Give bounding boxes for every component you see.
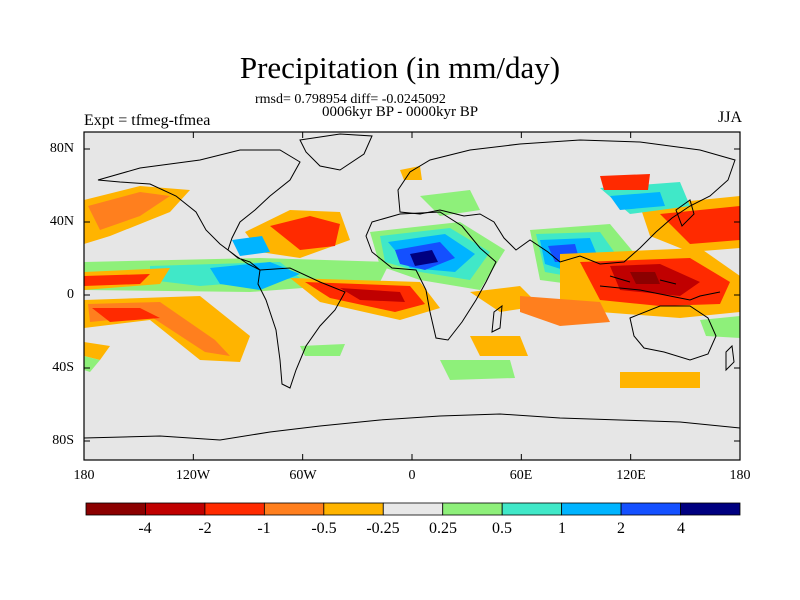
coastline-japan (675, 199, 695, 227)
stats-text: rmsd= 0.798954 diff= -0.0245092 (255, 92, 446, 107)
coastline-north-america (97, 149, 301, 271)
lat-tick-label: 80S (52, 433, 74, 448)
experiment-label: Expt = tfmeg-tfmea (84, 112, 211, 129)
lon-tick-label: 60W (289, 468, 317, 483)
anomaly-region (410, 250, 438, 266)
coastline-new-zealand (725, 344, 735, 372)
coastlines (84, 133, 740, 441)
lon-tick-label: 120E (616, 468, 646, 483)
anomaly-region (610, 192, 665, 210)
colorbar-swatch (442, 502, 503, 516)
lat-tick-label: 40S (52, 360, 74, 375)
colorbar-swatch (85, 502, 146, 516)
lon-tick-label: 0 (408, 468, 416, 483)
colorbar-swatch (204, 502, 265, 516)
colorbar-swatch (263, 502, 325, 516)
colorbar-label: -0.5 (311, 520, 337, 537)
colorbar-label: 4 (677, 520, 685, 537)
anomaly-region (520, 296, 610, 326)
period-text: 0006kyr BP - 0000kyr BP (322, 104, 479, 120)
lon-tick-label: 180 (729, 468, 751, 483)
colorbar-label: 0.25 (429, 520, 457, 537)
colorbar-label: 2 (617, 520, 625, 537)
anomaly-region (630, 272, 660, 284)
anomaly-region (600, 174, 650, 190)
anomaly-region (88, 192, 170, 230)
colorbar-swatch (501, 502, 563, 516)
coastline-greenland (299, 133, 373, 171)
colorbar-label: -4 (138, 520, 152, 537)
lat-tick-label: 40N (49, 214, 74, 229)
anomaly-region (232, 236, 270, 256)
colorbar-swatch (561, 502, 622, 516)
colorbar-label: -1 (257, 520, 271, 537)
lon-tick-label: 60E (509, 468, 533, 483)
coastline-south-america (257, 267, 346, 389)
lon-tick-label: 120W (175, 468, 211, 483)
colorbar-label: -2 (198, 520, 212, 537)
axis-ticks (83, 132, 741, 460)
anomaly-region (470, 336, 528, 356)
anomaly-region (340, 288, 405, 302)
anomaly-region (270, 216, 340, 250)
colorbar-label: 0.5 (492, 520, 512, 537)
coastline-eurasia (397, 139, 736, 265)
season-label: JJA (717, 109, 742, 126)
anomaly-region (400, 166, 422, 180)
coastline-australia (629, 305, 717, 361)
anomaly-region (84, 342, 110, 360)
colorbar-swatch (323, 502, 384, 516)
anomaly-region (300, 344, 345, 356)
anomaly-region (620, 372, 700, 388)
coastline-africa (365, 211, 497, 341)
anomaly-region (420, 190, 480, 216)
colorbar-swatch (680, 502, 741, 516)
lat-tick-label: 80N (49, 141, 74, 156)
colorbar-swatch (145, 502, 206, 516)
coastline-indonesia (599, 275, 721, 301)
colorbar-label: 1 (558, 520, 566, 537)
anomaly-region (440, 360, 515, 380)
anomaly-region (660, 206, 740, 244)
colorbar-swatch (382, 502, 444, 516)
coastline-antarctica (84, 413, 740, 441)
colorbar-swatch (620, 502, 681, 516)
coastline-madagascar (491, 304, 503, 333)
precip-anomaly-field (84, 166, 740, 388)
anomaly-region (84, 274, 150, 286)
lon-tick-label: 180 (73, 468, 95, 483)
colorbar-label: -0.25 (366, 520, 400, 537)
lat-tick-label: 0 (67, 287, 74, 302)
anomaly-region (92, 308, 160, 322)
map-title: Precipitation (in mm/day) (239, 50, 561, 85)
colorbar (85, 502, 741, 516)
